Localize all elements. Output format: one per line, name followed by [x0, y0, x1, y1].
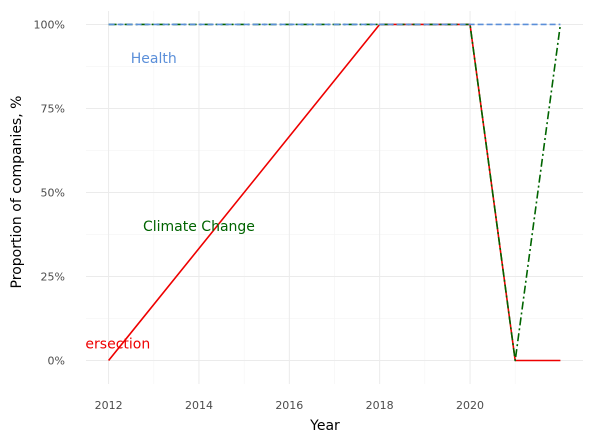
x-axis-title: Year — [309, 418, 340, 434]
y-axis-ticks: 0% 25% 50% 75% 100% — [34, 18, 65, 367]
y-tick-label: 25% — [41, 270, 65, 283]
series-lines — [107, 23, 562, 362]
y-axis-title: Proportion of companies, % — [9, 96, 25, 289]
minor-gridlines — [86, 11, 583, 384]
y-tick-label: 0% — [48, 354, 65, 367]
series-label-intersection: Intersection — [67, 337, 150, 353]
x-tick-label: 2016 — [275, 399, 303, 412]
x-tick-label: 2020 — [456, 399, 484, 412]
x-tick-label: 2018 — [366, 399, 394, 412]
x-axis-ticks: 2012 2014 2016 2018 2020 — [95, 399, 484, 412]
series-label-health: Health — [131, 51, 177, 67]
x-tick-label: 2012 — [95, 399, 123, 412]
y-tick-label: 100% — [34, 18, 65, 31]
y-tick-label: 75% — [41, 102, 65, 115]
series-label-climate-change: Climate Change — [143, 219, 255, 235]
series-labels: Intersection Climate Change Health — [67, 51, 255, 353]
y-tick-label: 50% — [41, 186, 65, 199]
x-tick-label: 2014 — [185, 399, 213, 412]
